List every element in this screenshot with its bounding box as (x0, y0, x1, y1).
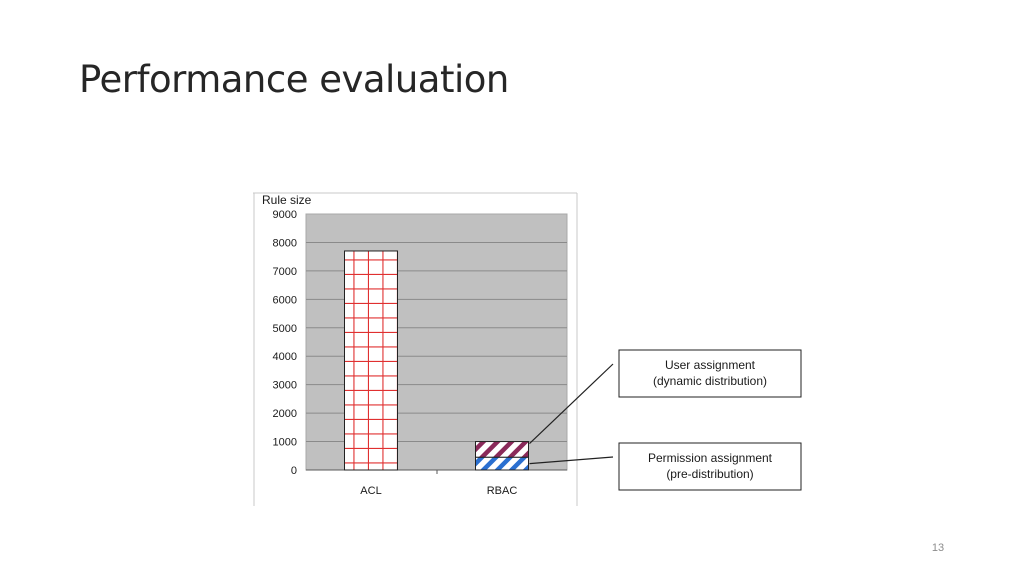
annotation-leader-line (529, 456, 614, 465)
y-tick-label: 1000 (273, 437, 297, 449)
x-category-labels: ACL RBAC (360, 485, 517, 497)
bar-rbac-segment-1 (475, 456, 529, 471)
annotation-box (618, 442, 802, 491)
annotation-text: User assignment (665, 358, 756, 372)
y-tick-label: 6000 (273, 294, 297, 306)
annotation-text: (pre-distribution) (666, 467, 753, 481)
chart-figure: 0 1000 2000 3000 4000 5000 6000 7000 8000 9000 AC… (253, 188, 809, 508)
annotation-leader-line (529, 363, 614, 444)
y-tick-label: 7000 (273, 266, 297, 278)
y-tick-label: 8000 (273, 237, 297, 249)
y-tick-label: 9000 (273, 209, 297, 221)
annotation-box (618, 349, 802, 398)
bar-rbac-segment-2 (475, 441, 529, 458)
y-tick-label: 3000 (273, 380, 297, 392)
y-tick-labels: 0 1000 2000 3000 4000 5000 6000 7000 8000 9000 (273, 209, 297, 477)
bar-chart: 0 1000 2000 3000 4000 5000 6000 7000 8000 9000 AC… (253, 192, 802, 506)
x-category-label: ACL (360, 485, 381, 497)
page-number: 13 (931, 542, 945, 554)
slide-title: Performance evaluation (79, 58, 509, 101)
y-tick-label: 0 (291, 465, 297, 477)
y-tick-label: 5000 (273, 323, 297, 335)
bar-acl-segment-1 (344, 250, 398, 471)
annotations: User assignment (dynamic distribution) Per… (529, 349, 802, 491)
y-axis-label: Rule size (262, 193, 312, 207)
y-tick-label: 4000 (273, 351, 297, 363)
annotation-text: (dynamic distribution) (653, 374, 767, 388)
bars (344, 250, 529, 471)
y-tick-label: 2000 (273, 408, 297, 420)
annotation-text: Permission assignment (648, 451, 773, 465)
x-category-label: RBAC (487, 485, 518, 497)
